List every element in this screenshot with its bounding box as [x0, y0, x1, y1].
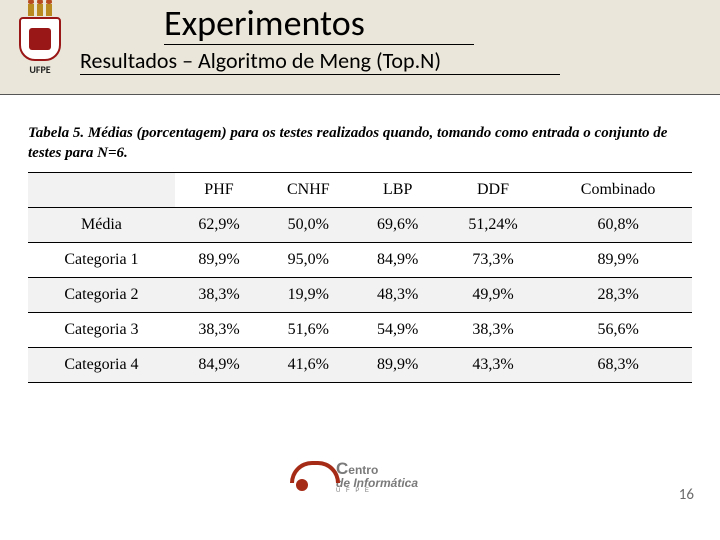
table-row-label: Categoria 4 — [28, 347, 175, 382]
table-cell: 41,6% — [263, 347, 354, 382]
table-cell: 43,3% — [442, 347, 544, 382]
table-cell: 49,9% — [442, 277, 544, 312]
table-cell: 19,9% — [263, 277, 354, 312]
slide-content: Tabela 5. Médias (porcentagem) para os t… — [0, 95, 720, 383]
table-cell: 50,0% — [263, 207, 354, 242]
page-number: 16 — [679, 486, 694, 504]
table-row-label: Categoria 2 — [28, 277, 175, 312]
table-row-label: Média — [28, 207, 175, 242]
table-cell: 68,3% — [544, 347, 692, 382]
table-cell: 51,24% — [442, 207, 544, 242]
slide-header: UFPE Experimentos Resultados – Algoritmo… — [0, 0, 720, 95]
table-cell: 89,9% — [354, 347, 442, 382]
cin-logo: Centro de Informática U F P E — [290, 454, 440, 502]
slide-footer: Centro de Informática U F P E 16 — [0, 462, 720, 532]
table-head: PHFCNHFLBPDDFCombinado — [28, 172, 692, 207]
table-cell: 62,9% — [175, 207, 263, 242]
table-cell: 54,9% — [354, 312, 442, 347]
table-cell: 60,8% — [544, 207, 692, 242]
ufpe-logo: UFPE — [12, 4, 68, 90]
table-cell: 38,3% — [175, 312, 263, 347]
ufpe-candles-icon — [28, 4, 52, 16]
table-caption: Tabela 5. Médias (porcentagem) para os t… — [28, 123, 692, 164]
ufpe-shield-icon — [19, 17, 61, 61]
table-cell: 84,9% — [175, 347, 263, 382]
table-cell: 38,3% — [175, 277, 263, 312]
table-cell: 84,9% — [354, 242, 442, 277]
table-row: Categoria 189,9%95,0%84,9%73,3%89,9% — [28, 242, 692, 277]
table-corner-cell — [28, 172, 175, 207]
table-cell: 38,3% — [442, 312, 544, 347]
table-column-header: PHF — [175, 172, 263, 207]
table-cell: 69,6% — [354, 207, 442, 242]
cin-logo-line3: U F P E — [336, 489, 418, 495]
title-block: Experimentos Resultados – Algoritmo de M… — [74, 0, 720, 75]
table-column-header: LBP — [354, 172, 442, 207]
table-column-header: CNHF — [263, 172, 354, 207]
table-cell: 51,6% — [263, 312, 354, 347]
table-row: Categoria 338,3%51,6%54,9%38,3%56,6% — [28, 312, 692, 347]
table-row: Categoria 238,3%19,9%48,3%49,9%28,3% — [28, 277, 692, 312]
cin-mark-icon — [290, 461, 332, 495]
table-row-label: Categoria 3 — [28, 312, 175, 347]
table-cell: 56,6% — [544, 312, 692, 347]
results-table: PHFCNHFLBPDDFCombinado Média62,9%50,0%69… — [28, 172, 692, 383]
table-cell: 89,9% — [544, 242, 692, 277]
slide-subtitle: Resultados – Algoritmo de Meng (Top.N) — [80, 47, 560, 75]
table-cell: 73,3% — [442, 242, 544, 277]
table-row: Média62,9%50,0%69,6%51,24%60,8% — [28, 207, 692, 242]
table-body: Média62,9%50,0%69,6%51,24%60,8%Categoria… — [28, 207, 692, 382]
table-row: Categoria 484,9%41,6%89,9%43,3%68,3% — [28, 347, 692, 382]
cin-logo-text: Centro de Informática U F P E — [336, 461, 418, 494]
table-cell: 28,3% — [544, 277, 692, 312]
table-row-label: Categoria 1 — [28, 242, 175, 277]
table-cell: 95,0% — [263, 242, 354, 277]
table-cell: 48,3% — [354, 277, 442, 312]
table-column-header: Combinado — [544, 172, 692, 207]
ufpe-logo-label: UFPE — [29, 63, 50, 76]
table-column-header: DDF — [442, 172, 544, 207]
slide-title: Experimentos — [164, 4, 474, 45]
table-cell: 89,9% — [175, 242, 263, 277]
